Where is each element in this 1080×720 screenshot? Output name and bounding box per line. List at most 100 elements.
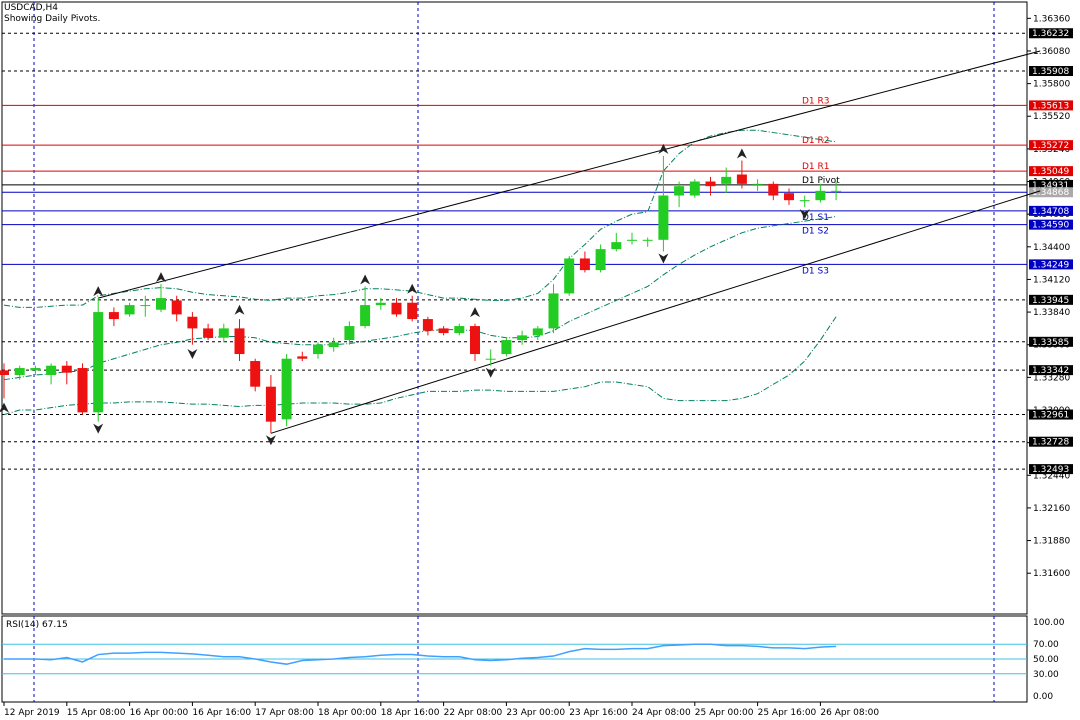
- fractal-arrow-icon: [265, 435, 276, 446]
- candle-body: [61, 365, 72, 373]
- price-level-box: [1029, 365, 1073, 376]
- x-tick-label: 12 Apr 2019: [4, 708, 60, 718]
- candle-body: [250, 361, 261, 387]
- candle-body: [313, 344, 323, 355]
- fractal-arrow-icon: [187, 349, 198, 360]
- price-level-box: [1029, 100, 1073, 111]
- price-level-label: 1.34931: [1032, 181, 1069, 191]
- main-chart-frame: [1, 1, 1028, 615]
- x-tick-label: 17 Apr 08:00: [255, 708, 314, 718]
- price-level-label: 1.33945: [1032, 296, 1069, 306]
- candle-body: [0, 370, 9, 376]
- candle-body: [799, 200, 810, 202]
- x-tick-label: 16 Apr 00:00: [130, 708, 189, 718]
- price-level-label: 1.32961: [1032, 411, 1069, 421]
- fractal-arrow-icon: [0, 402, 9, 413]
- price-level-box: [1029, 464, 1073, 475]
- symbol-label: USDCAD,H4: [4, 3, 58, 13]
- candle-body: [831, 190, 842, 192]
- fractal-arrow-icon: [470, 307, 480, 318]
- candle-body: [815, 190, 826, 201]
- x-tick-label: 23 Apr 16:00: [569, 708, 628, 718]
- candle-body: [627, 239, 637, 241]
- x-tick-label: 25 Apr 16:00: [758, 708, 817, 718]
- candle-body: [140, 305, 151, 307]
- price-level-label: 1.35049: [1032, 167, 1069, 177]
- candle-body: [752, 183, 763, 185]
- candle-body: [438, 328, 449, 334]
- fractal-arrow-icon: [407, 283, 418, 294]
- price-level-label: 1.35272: [1032, 141, 1069, 151]
- price-level-label: 1.33342: [1032, 366, 1069, 376]
- candle-body: [642, 239, 653, 241]
- candle-body: [77, 368, 88, 413]
- y-tick-label: 1.31880: [1033, 537, 1070, 547]
- candle-body: [46, 365, 57, 376]
- pivot-level-label: D1 S2: [802, 227, 829, 237]
- price-level-label: 1.36232: [1032, 29, 1069, 39]
- candle-body: [328, 342, 339, 348]
- fractal-arrow-icon: [360, 274, 371, 285]
- price-level-box: [1029, 219, 1073, 230]
- price-level-box: [1029, 187, 1073, 198]
- fractal-arrow-icon: [156, 272, 166, 283]
- fractal-arrow-icon: [658, 143, 669, 154]
- price-level-label: 1.34868: [1032, 188, 1069, 198]
- candle-body: [344, 326, 355, 341]
- fractal-arrow-icon: [93, 423, 104, 434]
- price-level-label: 1.32728: [1032, 438, 1069, 448]
- candle-body: [281, 358, 292, 420]
- pivot-level-label: D1 S1: [802, 213, 829, 223]
- price-level-box: [1029, 205, 1073, 216]
- price-level-label: 1.32493: [1032, 465, 1069, 475]
- candle-body: [736, 174, 747, 184]
- rsi-tick-label: 50.00: [1033, 655, 1059, 665]
- x-tick-label: 25 Apr 00:00: [695, 708, 754, 718]
- rsi-tick-label: 0.00: [1033, 692, 1053, 702]
- y-tick-label: 1.35800: [1033, 80, 1070, 90]
- candle-body: [108, 312, 119, 320]
- bollinger-middle-line: [3, 215, 837, 381]
- candle-body: [470, 326, 480, 355]
- candle-body: [548, 293, 559, 329]
- candle-body: [689, 181, 700, 196]
- candle-body: [297, 356, 308, 359]
- bollinger-lower-line: [3, 316, 837, 416]
- candle-body: [595, 249, 606, 271]
- candle-body: [30, 368, 41, 371]
- candle-body: [517, 335, 528, 341]
- price-level-label: 1.33585: [1032, 338, 1069, 348]
- candle-body: [579, 258, 590, 271]
- candle-body: [454, 326, 465, 334]
- candle-body: [485, 358, 496, 360]
- y-tick-label: 1.34400: [1033, 243, 1070, 253]
- y-tick-label: 1.32160: [1033, 504, 1070, 514]
- candle-body: [705, 181, 716, 187]
- candle-body: [658, 195, 669, 240]
- price-level-label: 1.34590: [1032, 221, 1069, 231]
- fractal-arrow-icon: [799, 209, 810, 220]
- y-tick-label: 1.36080: [1033, 47, 1070, 57]
- y-tick-label: 1.32440: [1033, 471, 1070, 481]
- x-tick-label: 18 Apr 16:00: [381, 708, 440, 718]
- price-level-box: [1029, 409, 1073, 420]
- rsi-tick-label: 100.00: [1033, 618, 1065, 628]
- candle-body: [265, 386, 276, 422]
- x-tick-label: 26 Apr 08:00: [820, 708, 879, 718]
- rsi-tick-label: 30.00: [1033, 670, 1059, 680]
- x-tick-label: 15 Apr 08:00: [67, 708, 126, 718]
- candle-body: [375, 302, 386, 306]
- price-level-label: 1.35908: [1032, 67, 1069, 77]
- candle-body: [14, 368, 25, 376]
- candle-body: [611, 242, 622, 250]
- candle-body: [564, 258, 575, 294]
- trend-line: [270, 190, 1041, 434]
- candle-body: [784, 193, 794, 201]
- candle-body: [203, 328, 214, 338]
- rsi-tick-label: 70.00: [1033, 640, 1059, 650]
- fractal-arrow-icon: [485, 367, 496, 378]
- pivot-level-label: D1 Pivot: [802, 176, 840, 186]
- subtitle-label: Showing Daily Pivots.: [4, 14, 101, 24]
- candle-body: [422, 319, 433, 331]
